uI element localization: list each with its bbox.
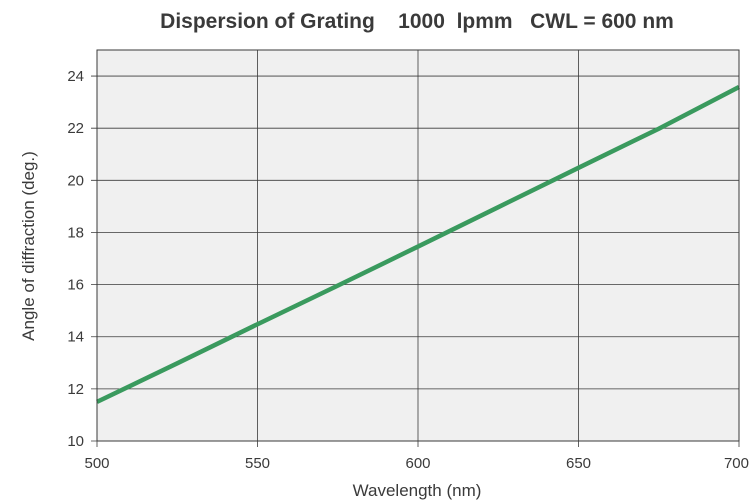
y-tick-label: 24 bbox=[67, 68, 84, 85]
x-tick-label: 600 bbox=[405, 455, 430, 472]
y-tick-label: 20 bbox=[67, 172, 84, 189]
x-tick-labels: 500 550 600 650 700 bbox=[84, 455, 749, 472]
y-axis-label: Angle of diffraction (deg.) bbox=[19, 151, 38, 341]
y-tick-label: 18 bbox=[67, 224, 84, 241]
x-tick-label: 550 bbox=[245, 455, 270, 472]
y-tick-label: 14 bbox=[67, 329, 84, 346]
y-tick-labels: 10 12 14 16 18 20 22 24 bbox=[67, 68, 84, 450]
y-tick-label: 12 bbox=[67, 381, 84, 398]
x-tick-label: 500 bbox=[84, 455, 109, 472]
chart-title: Dispersion of Grating 1000 lpmm CWL = 60… bbox=[160, 10, 674, 33]
x-tick-label: 700 bbox=[724, 455, 749, 472]
plot-frame bbox=[96, 49, 740, 442]
dispersion-line bbox=[96, 85, 741, 404]
y-tick-label: 10 bbox=[67, 433, 84, 450]
x-tick-label: 650 bbox=[566, 455, 591, 472]
x-axis-label: Wavelength (nm) bbox=[353, 481, 482, 500]
y-tick-label: 16 bbox=[67, 277, 84, 294]
y-tick-label: 22 bbox=[67, 120, 84, 137]
series-group bbox=[96, 85, 741, 404]
